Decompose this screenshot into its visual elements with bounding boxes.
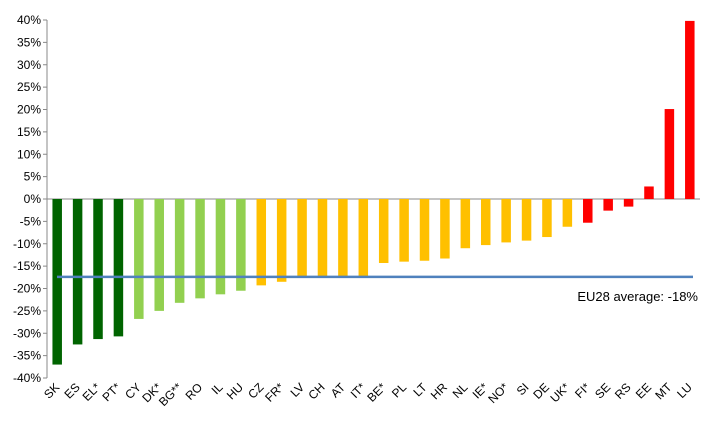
bar: [276, 199, 287, 282]
y-tick-label: -25%: [13, 304, 41, 318]
x-tick-label: LV: [288, 380, 308, 400]
bar: [236, 199, 246, 291]
x-tick-label: RO: [183, 380, 206, 403]
y-tick-label: 20%: [17, 103, 41, 117]
bar: [113, 199, 124, 337]
bar: [685, 20, 695, 200]
y-tick-label: -35%: [13, 349, 41, 363]
x-tick-label: IT*: [348, 380, 369, 401]
x-tick-label: MT: [652, 380, 675, 403]
y-tick-label: 35%: [17, 35, 41, 49]
y-tick-label: -30%: [13, 326, 41, 340]
y-tick-label: 0%: [24, 192, 42, 206]
bar: [583, 199, 593, 223]
x-tick-label: BG**: [156, 380, 185, 409]
average-line-group: EU28 average: -18%: [57, 275, 698, 304]
x-tick-label: FI*: [572, 380, 593, 401]
y-tick-label: 15%: [17, 125, 41, 139]
x-tick-label: AT: [328, 380, 349, 401]
bars: [52, 20, 695, 365]
bar: [501, 199, 511, 243]
x-tick-label: ES: [62, 380, 83, 401]
x-tick-label: PT*: [99, 380, 123, 404]
bar: [562, 199, 573, 227]
bar: [358, 199, 369, 277]
y-tick-label: 30%: [17, 58, 41, 72]
x-tick-label: SK: [41, 380, 62, 401]
y-tick-label: -40%: [13, 371, 41, 385]
bar: [542, 199, 552, 238]
bar: [215, 199, 226, 295]
bar: [154, 199, 164, 311]
bar: [460, 199, 471, 249]
y-tick-label: -10%: [13, 237, 41, 251]
bar: [644, 186, 654, 199]
x-tick-label: SE: [592, 380, 613, 401]
x-tick-label: NO*: [485, 380, 511, 406]
y-tick-label: -20%: [13, 282, 41, 296]
x-tick-label: SI: [514, 380, 532, 398]
bar: [419, 199, 430, 261]
y-tick-label: -5%: [20, 214, 42, 228]
y-tick-label: -15%: [13, 259, 41, 273]
y-tick-label: 10%: [17, 147, 41, 161]
bar: [338, 199, 348, 277]
bar: [399, 199, 409, 262]
bar: [256, 199, 267, 286]
y-tick-label: 40%: [17, 13, 41, 27]
x-tick-label: HR: [428, 380, 450, 402]
bar: [378, 199, 389, 263]
x-tick-label: IL: [209, 380, 226, 397]
bar: [317, 199, 328, 277]
x-tick-label: UK*: [547, 380, 572, 405]
bar: [174, 199, 185, 303]
bar: [52, 199, 62, 365]
bar: [623, 199, 634, 207]
bar: [440, 199, 450, 259]
x-tick-label: LU: [674, 380, 695, 401]
y-axis: 40% 35% 30% 25% 20% 15% 10% 5% 0% -5% -10% -15% -20%…: [13, 13, 700, 385]
bar: [297, 199, 307, 278]
x-tick-label: BE*: [364, 380, 389, 405]
x-tick-label: CZ: [245, 380, 266, 401]
x-tick-label: CH: [305, 380, 327, 402]
x-tick-label: DE: [530, 380, 552, 402]
bar: [603, 199, 613, 211]
x-tick-label: RS: [612, 380, 634, 402]
bar: [521, 199, 532, 241]
x-tick-label: LT: [410, 380, 430, 400]
bar: [480, 199, 491, 246]
bar: [664, 109, 675, 199]
eu28-average-label: EU28 average: -18%: [577, 289, 698, 304]
y-tick-label: 5%: [24, 170, 42, 184]
x-tick-label: NL: [450, 380, 471, 401]
bar: [72, 199, 83, 345]
x-tick-label: PL: [389, 380, 410, 401]
bar: [134, 199, 144, 319]
x-tick-label: FR*: [262, 380, 287, 405]
y-tick-label: 25%: [17, 80, 41, 94]
x-tick-label: CY: [122, 380, 144, 402]
x-tick-label: EL*: [80, 380, 104, 404]
bar: [93, 199, 103, 340]
x-tick-label: EE: [633, 380, 654, 401]
x-tick-label: HU: [224, 380, 246, 402]
bar: [195, 199, 205, 299]
